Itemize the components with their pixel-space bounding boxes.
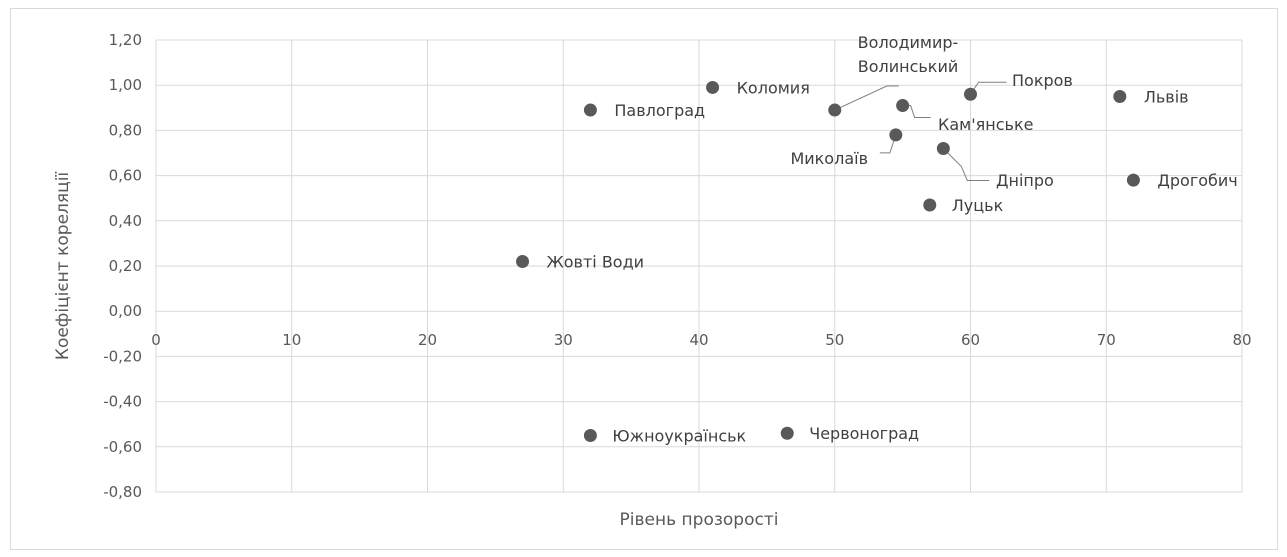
- point-label: Дніпро: [996, 171, 1054, 190]
- y-axis-title: Коефіцієнт кореляції: [53, 172, 73, 361]
- data-point: [1113, 90, 1127, 103]
- data-point: [1126, 173, 1140, 187]
- data-point: [583, 103, 597, 117]
- data-point: [923, 198, 937, 212]
- x-tick-label: 70: [1097, 331, 1116, 349]
- data-point: [828, 103, 842, 117]
- y-tick-label: -0,40: [103, 393, 142, 411]
- data-point: [780, 426, 794, 440]
- point-label: Кам'янське: [938, 115, 1033, 134]
- y-tick-label: 0,00: [109, 302, 142, 320]
- leader-line: [942, 148, 990, 181]
- x-tick-label: 0: [151, 331, 161, 349]
- y-tick-label: -0,20: [103, 347, 142, 365]
- point-label: Коломия: [737, 78, 810, 97]
- x-tick-label: 40: [689, 331, 708, 349]
- point-label: Павлоград: [614, 101, 705, 120]
- grid-layer: [155, 39, 1243, 493]
- y-tick-label: 0,80: [109, 121, 142, 139]
- data-point: [516, 254, 530, 268]
- point-label: Львів: [1144, 88, 1189, 107]
- point-label: Луцьк: [952, 196, 1004, 215]
- x-tick-label: 80: [1232, 331, 1251, 349]
- data-point: [706, 80, 720, 94]
- data-points: [516, 80, 1140, 442]
- point-label: Червоноград: [809, 424, 919, 443]
- y-tick-label: -0,60: [103, 438, 142, 456]
- y-tick-label: 0,20: [109, 257, 142, 275]
- y-tick-label: 1,00: [109, 76, 142, 94]
- chart-frame: [10, 8, 1278, 550]
- leader-line: [834, 85, 899, 111]
- point-label: Володимир-Волинський: [858, 33, 959, 76]
- point-labels: Коломия Павлоград Володимир-Волинський Кам'…: [547, 33, 1238, 446]
- y-tick-label: 0,40: [109, 212, 142, 230]
- x-tick-label: 30: [554, 331, 573, 349]
- data-point: [889, 128, 903, 142]
- data-point: [964, 87, 977, 101]
- data-point: [583, 429, 597, 442]
- point-label: Жовті Води: [547, 252, 645, 271]
- data-point: [896, 99, 910, 113]
- point-label: Дрогобич: [1157, 171, 1237, 190]
- point-label: Южноукраїнськ: [612, 427, 746, 446]
- x-tick-label: 50: [825, 331, 844, 349]
- data-point: [936, 141, 950, 155]
- x-tick-label: 60: [961, 331, 980, 349]
- x-tick-label: 10: [282, 331, 301, 349]
- y-tick-label: 0,60: [109, 167, 142, 185]
- y-tick-label: 1,20: [109, 31, 142, 49]
- point-label: Миколаїв: [790, 149, 868, 168]
- point-label: Покров: [1012, 71, 1073, 90]
- x-tick-labels: 0 10 20 30 40 50 60 70 80: [151, 331, 1251, 349]
- x-axis-title: Рівень прозорості: [620, 510, 779, 530]
- y-tick-label: -0,80: [103, 483, 142, 501]
- x-tick-label: 20: [418, 331, 437, 349]
- y-tick-labels: 1,20 1,00 0,80 0,60 0,40 0,20 0,00 -0,20 -0,40 -0…: [103, 31, 142, 501]
